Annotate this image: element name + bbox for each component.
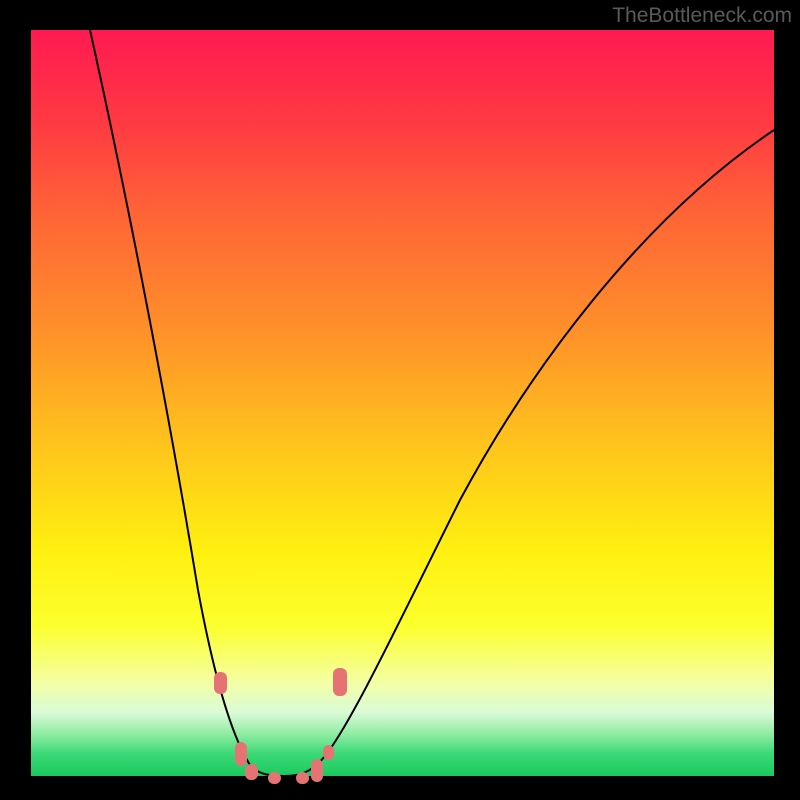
watermark-text: TheBottleneck.com: [612, 4, 792, 28]
chart-container: TheBottleneck.com: [0, 0, 800, 800]
data-marker: [311, 759, 323, 782]
curve-layer: [0, 0, 800, 800]
data-marker: [268, 772, 281, 784]
data-marker: [323, 745, 334, 760]
marker-group: [214, 668, 347, 784]
data-marker: [296, 772, 309, 784]
data-marker: [214, 672, 227, 694]
data-marker: [245, 764, 258, 780]
bottleneck-curve-right: [285, 130, 774, 776]
data-marker: [333, 668, 347, 696]
bottleneck-curve-left: [90, 30, 285, 776]
data-marker: [235, 742, 247, 766]
